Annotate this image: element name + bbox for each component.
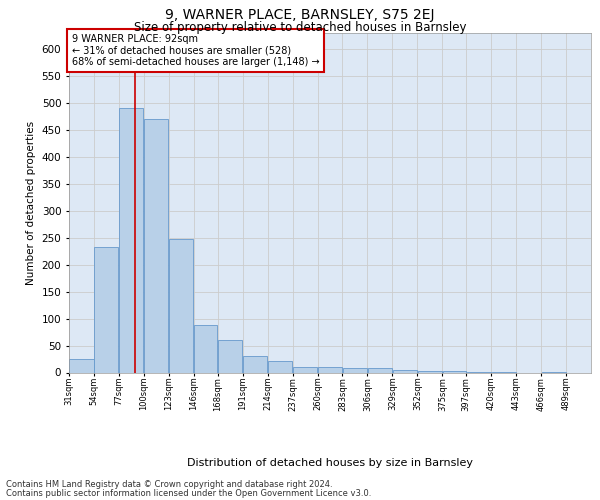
Bar (119, 108, 143, 372)
Text: 9, WARNER PLACE, BARNSLEY, S75 2EJ: 9, WARNER PLACE, BARNSLEY, S75 2EJ (165, 8, 435, 22)
Bar (169, 238, 193, 372)
Text: Distribution of detached houses by size in Barnsley: Distribution of detached houses by size … (187, 458, 473, 468)
Bar (145, 119, 169, 372)
Bar (368, 368, 392, 372)
Bar (293, 367, 317, 372)
Text: Contains HM Land Registry data © Crown copyright and database right 2024.: Contains HM Land Registry data © Crown c… (6, 480, 332, 489)
Text: Contains public sector information licensed under the Open Government Licence v3: Contains public sector information licen… (6, 488, 371, 498)
Bar (243, 356, 267, 372)
Bar (268, 360, 292, 372)
Bar (318, 367, 342, 372)
Bar (343, 368, 367, 372)
Bar (194, 325, 217, 372)
Y-axis label: Number of detached properties: Number of detached properties (26, 120, 36, 284)
Bar (70, 359, 94, 372)
Bar (393, 370, 417, 372)
Bar (218, 340, 242, 372)
Bar (94, 248, 118, 372)
Text: 9 WARNER PLACE: 92sqm
← 31% of detached houses are smaller (528)
68% of semi-det: 9 WARNER PLACE: 92sqm ← 31% of detached … (71, 34, 319, 68)
Bar (418, 371, 442, 372)
Text: Size of property relative to detached houses in Barnsley: Size of property relative to detached ho… (134, 21, 466, 34)
